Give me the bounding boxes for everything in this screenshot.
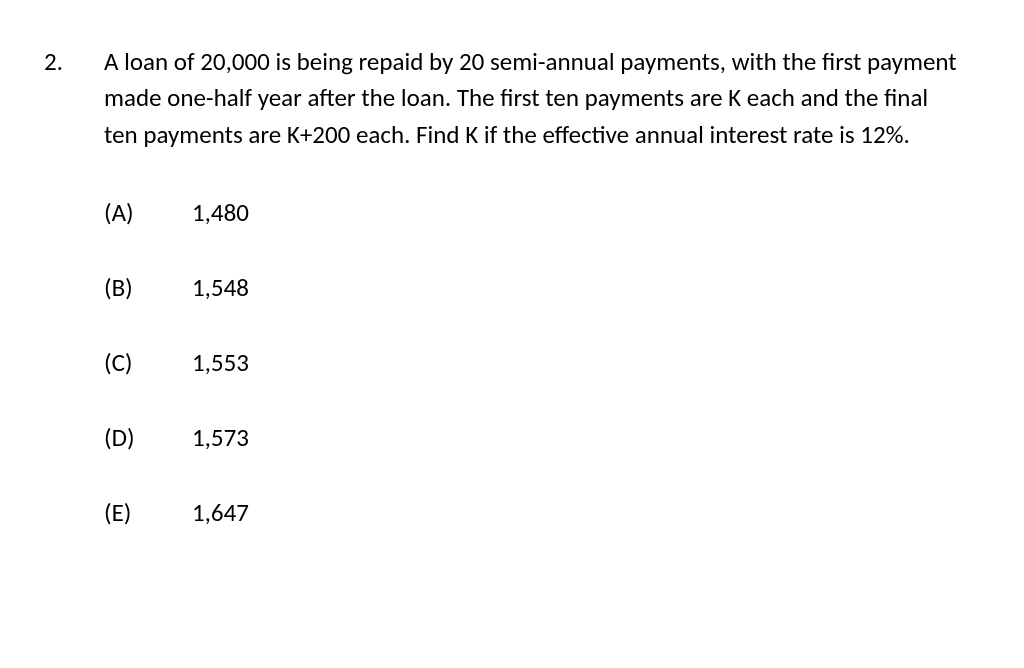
option-value: 1,480 xyxy=(192,197,249,228)
option-label: (D) xyxy=(104,422,192,453)
question-body: A loan of 20,000 is being repaid by 20 s… xyxy=(104,44,964,528)
option-e: (E) 1,647 xyxy=(104,497,964,528)
option-value: 1,548 xyxy=(192,272,249,303)
option-value: 1,573 xyxy=(192,422,249,453)
option-value: 1,647 xyxy=(192,497,249,528)
option-label: (B) xyxy=(104,272,192,303)
option-c: (C) 1,553 xyxy=(104,347,964,378)
option-label: (A) xyxy=(104,197,192,228)
question-container: 2. A loan of 20,000 is being repaid by 2… xyxy=(44,44,964,528)
option-value: 1,553 xyxy=(192,347,249,378)
option-b: (B) 1,548 xyxy=(104,272,964,303)
question-number: 2. xyxy=(44,44,104,77)
options-list: (A) 1,480 (B) 1,548 (C) 1,553 (D) 1,573 … xyxy=(104,197,964,528)
option-label: (C) xyxy=(104,347,192,378)
option-label: (E) xyxy=(104,497,192,528)
option-a: (A) 1,480 xyxy=(104,197,964,228)
question-text: A loan of 20,000 is being repaid by 20 s… xyxy=(104,44,964,153)
option-d: (D) 1,573 xyxy=(104,422,964,453)
